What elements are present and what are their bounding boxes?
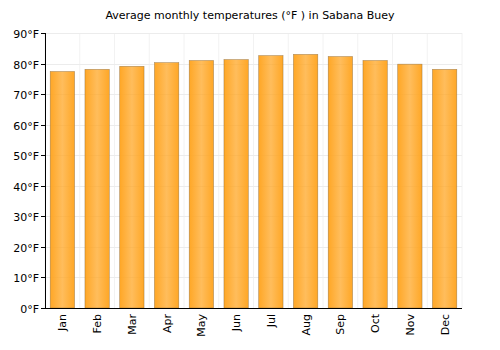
vertical-grid-line (149, 33, 150, 308)
y-tick-label: 10°F (13, 272, 39, 285)
x-tick-label: Mar (126, 314, 139, 335)
y-tick-label: 0°F (20, 303, 39, 316)
tick-mark (41, 308, 45, 309)
y-tick-label: 30°F (13, 211, 39, 224)
vertical-grid-line (45, 33, 46, 308)
bar (50, 72, 74, 309)
vertical-grid-line (218, 33, 219, 308)
x-axis (45, 308, 462, 309)
vertical-grid-line (323, 33, 324, 308)
tick-mark (41, 94, 45, 95)
chart: Average monthly temperatures (°F ) in Sa… (0, 0, 500, 350)
vertical-grid-line (253, 33, 254, 308)
tick-mark (41, 33, 45, 34)
tick-mark (41, 155, 45, 156)
bar (363, 61, 387, 309)
vertical-grid-line (114, 33, 115, 308)
bars (50, 54, 457, 308)
tick-mark (41, 277, 45, 278)
y-tick-label: 90°F (13, 28, 39, 41)
bar (293, 54, 317, 308)
tick-mark (41, 186, 45, 187)
vertical-grid-line (462, 33, 463, 308)
x-tick-label: Oct (369, 313, 382, 333)
vertical-grid-line (357, 33, 358, 308)
x-tick-label: Dec (439, 314, 452, 335)
y-axis (45, 33, 46, 308)
x-tick-label: May (195, 314, 208, 337)
bar (398, 64, 422, 308)
y-tick-label: 20°F (13, 242, 39, 255)
tick-mark (41, 125, 45, 126)
bar (224, 60, 248, 308)
bar (328, 57, 352, 308)
tick-mark (41, 247, 45, 248)
bar (85, 69, 109, 308)
bar (120, 66, 144, 308)
x-tick-label: Nov (404, 314, 417, 336)
bar (154, 63, 178, 308)
bar (189, 61, 213, 309)
grid-line (45, 308, 462, 309)
vertical-grid-line (427, 33, 428, 308)
x-tick-label: Feb (91, 314, 104, 333)
title: Average monthly temperatures (°F ) in Sa… (105, 9, 395, 22)
y-tick-label: 50°F (13, 150, 39, 163)
bar (432, 69, 456, 308)
grid-line (45, 33, 462, 34)
vertical-grid-line (79, 33, 80, 308)
x-tick-label: Jun (230, 314, 243, 332)
y-tick-label: 60°F (13, 120, 39, 133)
vertical-grid-line (288, 33, 289, 308)
vertical-grid-line (184, 33, 185, 308)
tick-mark (41, 216, 45, 217)
x-tick-label: Jul (265, 314, 278, 328)
vertical-grid-line (392, 33, 393, 308)
y-tick-label: 80°F (13, 59, 39, 72)
x-tick-label: Sep (334, 314, 347, 335)
x-tick-label: Aug (300, 314, 313, 335)
x-tick-label: Apr (161, 314, 174, 334)
tick-mark (41, 64, 45, 65)
bar (259, 56, 283, 308)
chart-container: Average monthly temperatures (°F ) in Sa… (0, 0, 500, 350)
y-tick-label: 40°F (13, 181, 39, 194)
x-tick-label: Jan (56, 314, 69, 332)
y-tick-label: 70°F (13, 89, 39, 102)
